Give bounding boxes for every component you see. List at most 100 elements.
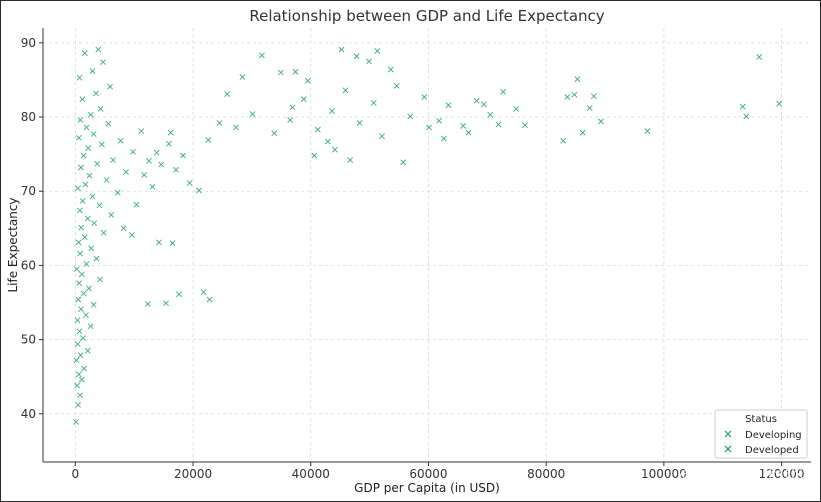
- point-developing: [100, 59, 106, 66]
- point-developing: [73, 266, 80, 273]
- point-developing: [80, 290, 87, 297]
- point-developing: [76, 280, 83, 287]
- point-developing: [79, 197, 86, 204]
- point-developing: [107, 83, 114, 90]
- point-developing: [117, 137, 124, 144]
- point-developed: [277, 69, 284, 76]
- point-developing: [84, 347, 91, 354]
- point-developing: [156, 239, 162, 246]
- point-developing: [96, 202, 103, 209]
- point-developed: [393, 82, 400, 89]
- point-developing: [75, 239, 82, 246]
- point-developed: [329, 108, 335, 115]
- x-tick-label: 60000: [409, 467, 447, 481]
- point-developing: [138, 128, 145, 135]
- point-developing: [103, 177, 110, 184]
- point-developing: [180, 152, 186, 159]
- point-developing: [76, 207, 83, 214]
- point-developing: [74, 382, 81, 389]
- point-developing: [81, 365, 88, 372]
- point-developing: [75, 185, 81, 192]
- point-developing: [205, 137, 212, 143]
- chart-title: Relationship between GDP and Life Expect…: [249, 7, 604, 25]
- point-developed: [287, 117, 294, 123]
- point-developing: [120, 225, 127, 232]
- point-developed: [445, 102, 452, 109]
- point-developing: [77, 392, 83, 399]
- point-developing: [206, 296, 213, 303]
- point-developing: [144, 301, 151, 307]
- point-developing: [83, 312, 89, 319]
- point-developing: [77, 117, 84, 123]
- x-tick-label: 40000: [292, 467, 330, 481]
- point-developing: [83, 260, 90, 267]
- point-developing: [78, 271, 85, 278]
- grid: [43, 28, 811, 462]
- point-developing: [108, 212, 115, 218]
- point-developing: [78, 306, 84, 313]
- y-tick-label: 40: [21, 407, 36, 421]
- point-developing: [81, 50, 88, 57]
- point-developed: [586, 105, 593, 112]
- point-developed: [756, 54, 763, 60]
- legend-label-developing: Developing: [745, 430, 802, 441]
- point-developing: [196, 187, 202, 194]
- point-developed: [597, 118, 604, 125]
- legend-label-developed: Developed: [745, 445, 799, 456]
- point-developing: [100, 229, 107, 236]
- point-developing: [93, 90, 99, 97]
- point-developing: [85, 285, 92, 292]
- point-developing: [259, 52, 265, 59]
- point-developed: [311, 152, 318, 159]
- point-developing: [87, 111, 94, 118]
- point-developing: [130, 148, 136, 155]
- point-developing: [173, 166, 179, 173]
- legend-title: Status: [745, 414, 777, 425]
- point-developing: [80, 152, 87, 159]
- point-developed: [331, 146, 338, 153]
- point-developing: [123, 169, 129, 175]
- point-developing: [271, 130, 278, 137]
- point-developing: [78, 376, 85, 383]
- point-developed: [560, 137, 567, 144]
- point-developed: [743, 113, 750, 120]
- point-developing: [78, 164, 84, 171]
- y-tick-label: 80: [21, 110, 36, 124]
- point-developing: [158, 161, 165, 168]
- point-developing: [81, 234, 88, 241]
- point-developed: [460, 123, 467, 129]
- legend-box: [714, 409, 808, 459]
- point-developed: [440, 135, 447, 142]
- point-developed: [500, 88, 507, 95]
- point-developing: [86, 172, 93, 179]
- point-developed: [407, 113, 414, 120]
- point-developing: [77, 352, 84, 359]
- point-developing: [85, 145, 92, 152]
- point-developing: [76, 74, 83, 81]
- point-developing: [166, 140, 172, 147]
- point-developed: [292, 68, 299, 75]
- point-developed: [387, 66, 394, 73]
- point-developed: [347, 157, 354, 163]
- point-developing: [76, 328, 83, 335]
- point-developing: [88, 245, 95, 252]
- point-developing: [77, 250, 83, 257]
- y-axis-ticks: 40 50 60 70 80 90: [21, 36, 43, 421]
- data-points: [73, 46, 783, 425]
- point-developing: [75, 296, 82, 303]
- point-developed: [574, 76, 581, 83]
- point-developed: [590, 93, 597, 100]
- point-developed: [473, 97, 480, 104]
- point-developing: [75, 134, 82, 141]
- point-developing: [233, 124, 239, 131]
- point-developing: [95, 46, 102, 53]
- y-tick-label: 90: [21, 36, 36, 50]
- point-developed: [338, 46, 345, 53]
- point-developed: [304, 77, 311, 84]
- y-tick-label: 50: [21, 333, 36, 347]
- point-developed: [571, 91, 578, 98]
- point-developing: [114, 189, 121, 196]
- point-developing: [89, 68, 96, 74]
